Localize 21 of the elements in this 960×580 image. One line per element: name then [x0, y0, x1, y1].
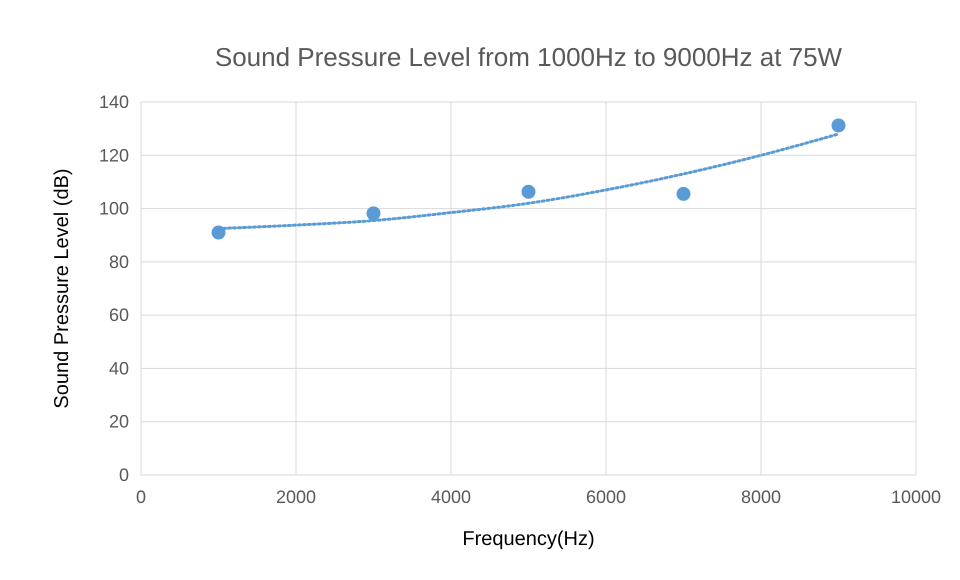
x-tick-label: 2000	[276, 487, 316, 507]
x-axis-title: Frequency(Hz)	[462, 528, 595, 550]
point	[832, 118, 846, 132]
y-tick-label: 20	[108, 412, 129, 432]
point	[522, 184, 536, 199]
x-tick-label: 0	[136, 487, 146, 507]
x-tick-label: 8000	[740, 487, 782, 507]
point	[366, 206, 380, 220]
chart-title: Sound Pressure Level from 1000Hz to 9000Hz at 75W	[214, 42, 843, 72]
y-tick-label: 120	[98, 145, 129, 166]
y-tick-label: 60	[108, 305, 129, 326]
x-tick-label: 4000	[430, 487, 472, 507]
y-tick-label: 80	[108, 252, 129, 272]
y-tick-label: 100	[98, 198, 129, 219]
y-tick-label: 140	[98, 92, 129, 112]
x-tick-label: 10000	[890, 487, 942, 507]
point	[676, 186, 690, 201]
x-tick-label: 6000	[586, 487, 626, 507]
y-tick-label: 40	[108, 358, 129, 378]
y-tick-label: 0	[118, 465, 129, 485]
y-axis-title: Sound Pressure Level (dB)	[51, 168, 73, 409]
